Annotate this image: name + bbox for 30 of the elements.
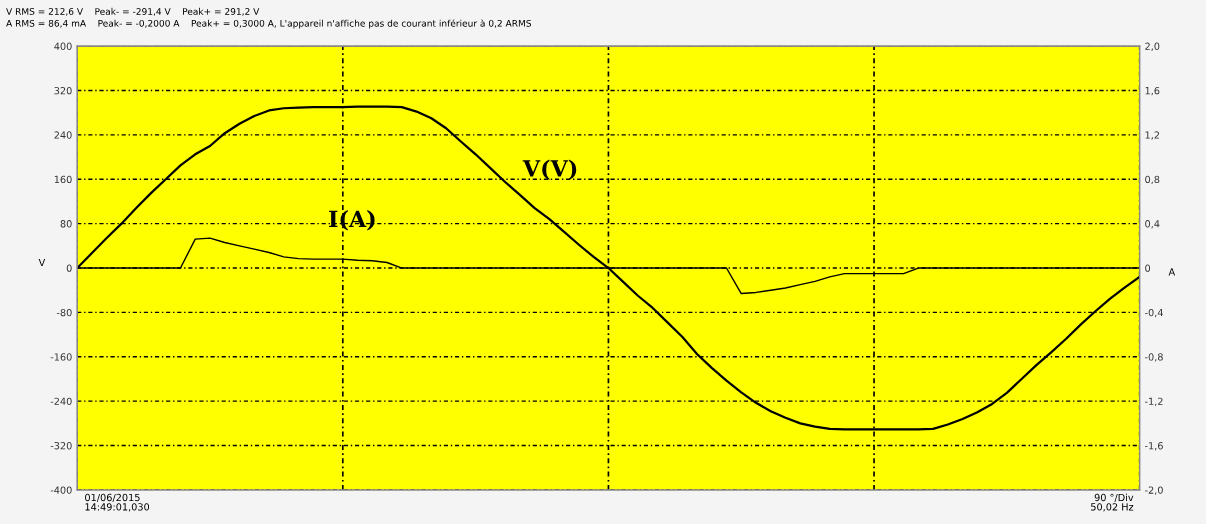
- y-tick-label: 0: [66, 264, 72, 272]
- y2-tick-label: -1,2: [1145, 397, 1163, 406]
- y-tick-label: 400: [54, 42, 72, 50]
- y-tick-label: 240: [54, 131, 72, 139]
- y-tick-label: 80: [60, 220, 72, 228]
- text: 01/06/2015 14:49:01,030: [85, 493, 150, 512]
- y-tick-label: -240: [50, 397, 72, 406]
- series-label: V(V): [522, 159, 577, 180]
- text: 90 °/Div 50,02 Hz: [1091, 493, 1134, 512]
- series-label: I(A): [329, 210, 375, 231]
- y2-tick-label: -0,4: [1145, 308, 1163, 318]
- y2-tick-label: 0,8: [1145, 175, 1160, 185]
- y2-tick-label: 0,4: [1145, 220, 1160, 229]
- y-tick-label: -400: [50, 486, 72, 494]
- text: A RMS = 86,4 mA Peak- = -0,2000 A Peak+ = 0,3000 A, L'appareil n'affiche pas de courant inférieur à 0,2 ARMS: [6, 19, 532, 29]
- y2-tick-label: 1,6: [1145, 86, 1160, 96]
- y-axis-title: V: [38, 258, 46, 266]
- y2-tick-label: -2,0: [1145, 486, 1163, 495]
- y2-tick-label: 0: [1145, 264, 1151, 272]
- y2-axis-title: A: [1168, 268, 1176, 276]
- y-tick-label: 160: [54, 175, 72, 184]
- y2-tick-label: 2,0: [1145, 42, 1160, 51]
- y-tick-label: -320: [50, 442, 72, 450]
- y2-tick-label: -1,6: [1145, 442, 1163, 451]
- y2-tick-label: -0,8: [1145, 353, 1163, 362]
- y-tick-label: 320: [54, 86, 72, 95]
- text: V RMS = 212,6 V Peak- = -291,4 V Peak+ = 291,2 V: [6, 7, 260, 16]
- y-tick-label: -160: [50, 353, 72, 361]
- y2-tick-label: 1,2: [1145, 131, 1160, 140]
- y-tick-label: -80: [56, 308, 72, 317]
